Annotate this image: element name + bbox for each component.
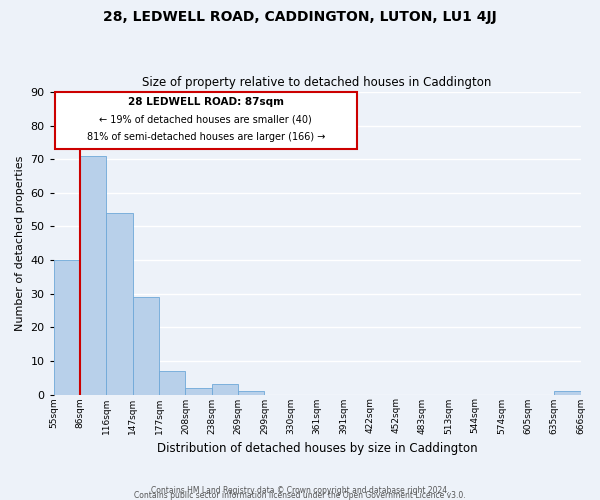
Bar [554, 391, 581, 394]
Bar [212, 384, 238, 394]
Text: 81% of semi-detached houses are larger (166) →: 81% of semi-detached houses are larger (… [86, 132, 325, 141]
FancyBboxPatch shape [55, 92, 356, 149]
Title: Size of property relative to detached houses in Caddington: Size of property relative to detached ho… [142, 76, 492, 90]
Bar [106, 213, 133, 394]
Bar [133, 297, 159, 394]
Bar [80, 156, 106, 394]
Bar [185, 388, 212, 394]
X-axis label: Distribution of detached houses by size in Caddington: Distribution of detached houses by size … [157, 442, 478, 455]
Text: ← 19% of detached houses are smaller (40): ← 19% of detached houses are smaller (40… [100, 114, 312, 124]
Y-axis label: Number of detached properties: Number of detached properties [15, 156, 25, 331]
Text: Contains public sector information licensed under the Open Government Licence v3: Contains public sector information licen… [134, 491, 466, 500]
Bar [159, 371, 185, 394]
Text: 28 LEDWELL ROAD: 87sqm: 28 LEDWELL ROAD: 87sqm [128, 98, 284, 108]
Bar [238, 391, 265, 394]
Bar [54, 260, 80, 394]
Text: Contains HM Land Registry data © Crown copyright and database right 2024.: Contains HM Land Registry data © Crown c… [151, 486, 449, 495]
Text: 28, LEDWELL ROAD, CADDINGTON, LUTON, LU1 4JJ: 28, LEDWELL ROAD, CADDINGTON, LUTON, LU1… [103, 10, 497, 24]
